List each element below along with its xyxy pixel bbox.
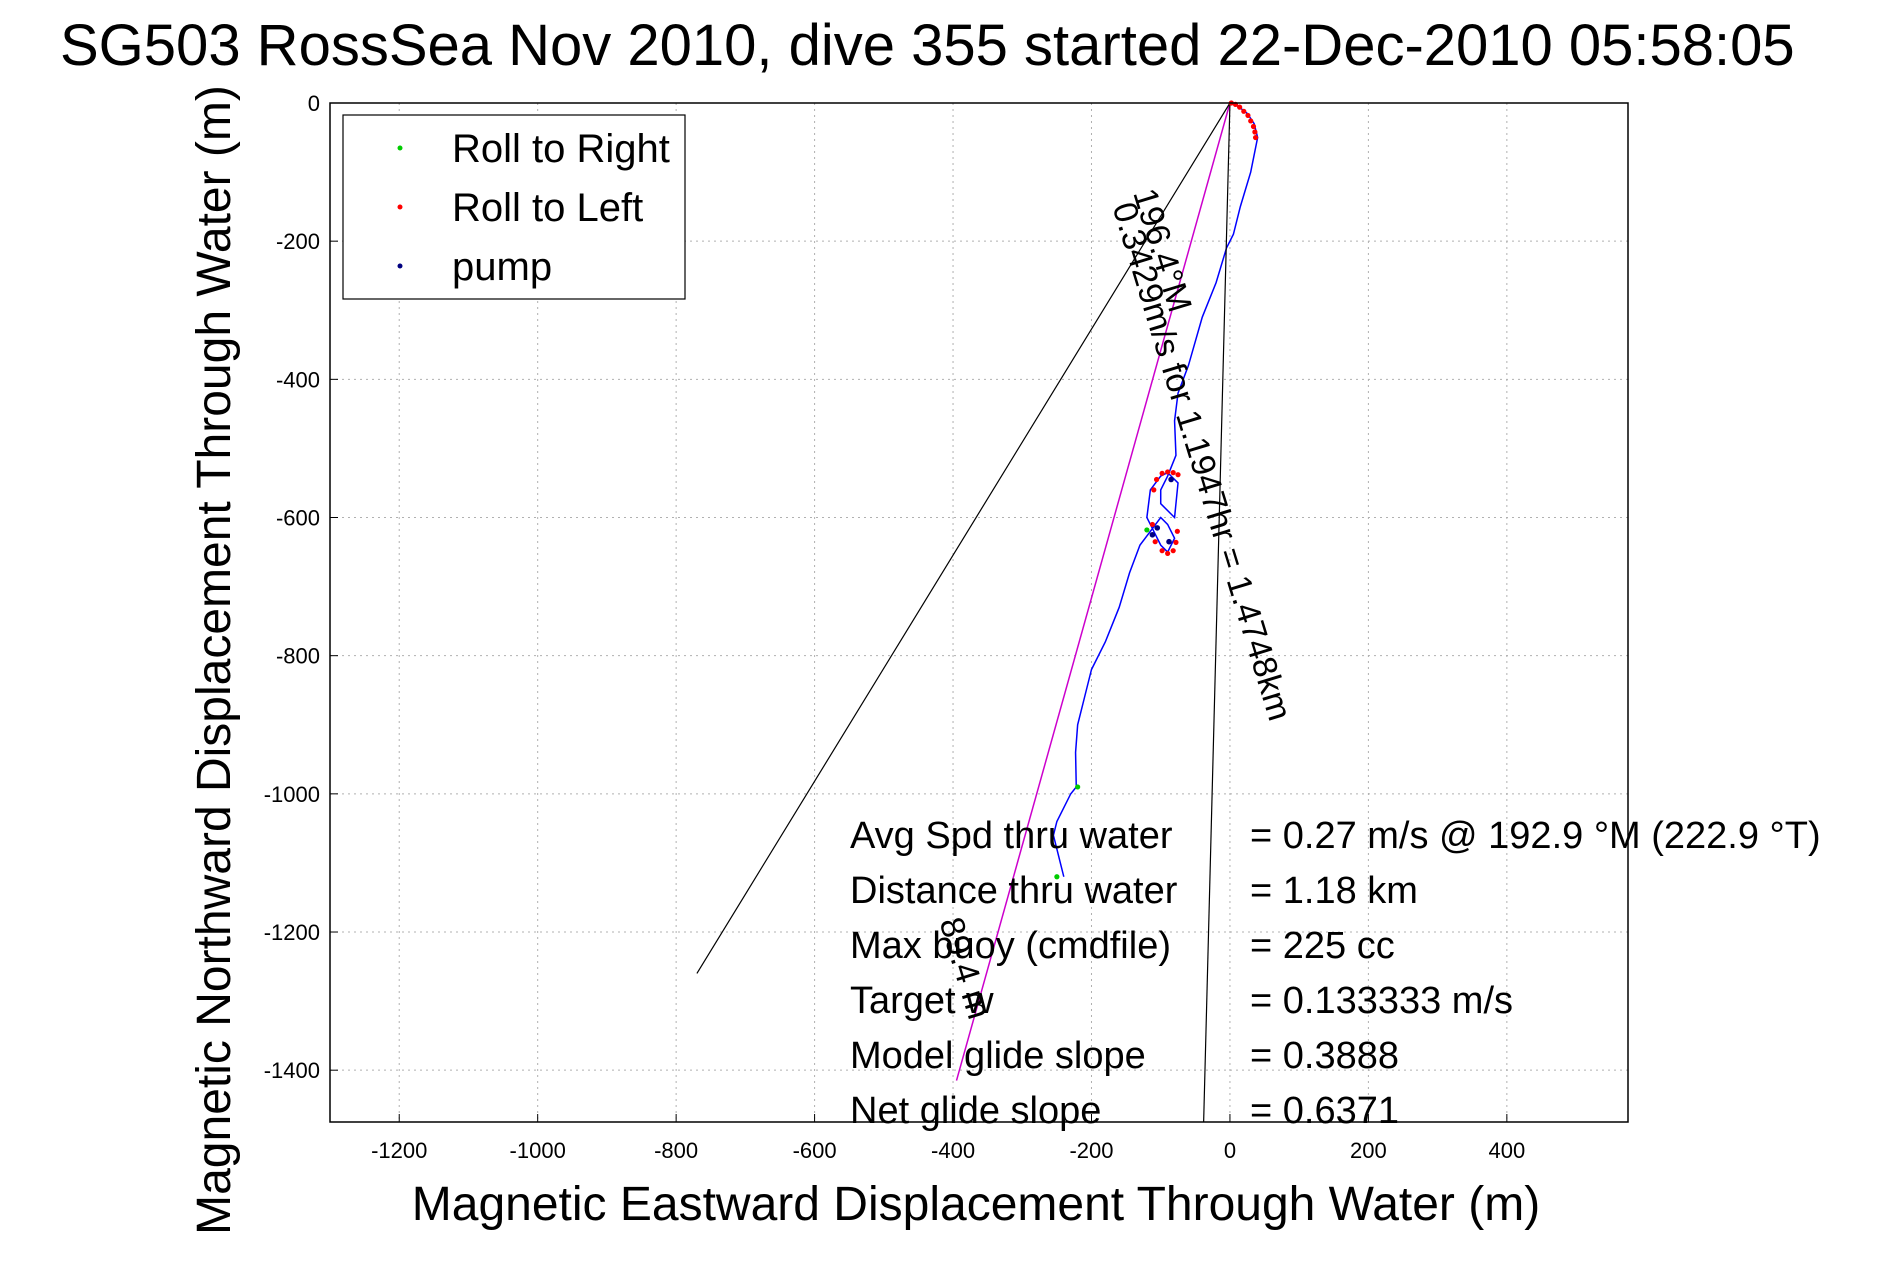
y-tick-label: -400 bbox=[276, 367, 320, 392]
roll-to-right-point bbox=[1054, 874, 1060, 880]
roll-to-left-point bbox=[1175, 472, 1181, 478]
legend: Roll to Right Roll to Left pump bbox=[342, 114, 686, 300]
x-tick-label: -800 bbox=[654, 1138, 698, 1163]
stat-value: = 0.6371 bbox=[1250, 1090, 1399, 1132]
chart-title: SG503 RossSea Nov 2010, dive 355 started… bbox=[60, 13, 1795, 78]
roll-to-left-point bbox=[1159, 548, 1165, 554]
legend-entry: Roll to Right bbox=[452, 127, 670, 171]
roll-to-left-point bbox=[1170, 470, 1176, 476]
roll-to-left-point bbox=[1252, 134, 1259, 141]
roll-to-left-point bbox=[1241, 108, 1247, 114]
series-line bbox=[955, 102, 1231, 1081]
y-tick-label: -200 bbox=[276, 229, 320, 254]
pump-point bbox=[1168, 476, 1174, 483]
roll-to-left-point bbox=[1170, 548, 1176, 554]
y-tick-label: -1000 bbox=[264, 782, 320, 807]
x-tick-label: 400 bbox=[1488, 1138, 1525, 1163]
stat-value: = 1.18 km bbox=[1250, 870, 1418, 912]
y-tick-label: -600 bbox=[276, 506, 320, 531]
roll-to-right-point bbox=[1075, 784, 1081, 790]
track-annotation: 0.3429m/s for 1.1947hr = 1.4748km bbox=[1105, 198, 1299, 725]
roll-to-left-point bbox=[1250, 123, 1257, 130]
x-tick-label: -400 bbox=[931, 1138, 975, 1163]
legend-marker bbox=[397, 145, 403, 151]
pump-point bbox=[1154, 525, 1161, 531]
x-tick-label: 0 bbox=[1224, 1138, 1236, 1163]
pump-point bbox=[1149, 531, 1156, 538]
x-tick-label: -200 bbox=[1069, 1138, 1113, 1163]
stat-label: Net glide slope bbox=[850, 1090, 1101, 1132]
roll-to-left-point bbox=[1248, 118, 1254, 124]
roll-to-left-point bbox=[1152, 539, 1158, 545]
axis-ticks: -1200 -1000 -800 -600 -400 -200 0 200 400 0 -200 -4… bbox=[264, 91, 1525, 1163]
legend-entry: Roll to Left bbox=[452, 186, 643, 230]
y-tick-label: -1400 bbox=[264, 1058, 320, 1083]
roll-to-left-point bbox=[1165, 469, 1171, 475]
roll-to-left-point bbox=[1173, 539, 1179, 545]
roll-to-left-point bbox=[1153, 476, 1160, 483]
roll-to-left-point bbox=[1149, 521, 1156, 528]
y-tick-label: -1200 bbox=[264, 920, 320, 945]
x-tick-label: -600 bbox=[793, 1138, 837, 1163]
legend-marker bbox=[397, 204, 403, 210]
stat-label: Max buoy (cmdfile) bbox=[850, 925, 1171, 967]
series-line bbox=[696, 102, 1231, 974]
series-line bbox=[1052, 102, 1259, 877]
legend-marker bbox=[397, 263, 403, 269]
stat-label: Distance thru water bbox=[850, 870, 1178, 912]
x-tick-label: -1200 bbox=[371, 1138, 427, 1163]
roll-to-left-point bbox=[1159, 470, 1165, 476]
series-line bbox=[1203, 102, 1231, 1123]
plot-data bbox=[696, 100, 1259, 1123]
dive-statistics: Avg Spd thru water = 0.27 m/s @ 192.9 °M … bbox=[850, 815, 1821, 1132]
roll-to-left-point bbox=[1151, 487, 1157, 493]
stat-value: = 0.27 m/s @ 192.9 °M (222.9 °T) bbox=[1250, 815, 1821, 857]
y-axis-label: Magnetic Northward Displacement Through … bbox=[188, 85, 241, 1235]
roll-to-left-point bbox=[1174, 528, 1180, 534]
roll-to-left-point bbox=[1237, 104, 1243, 110]
roll-to-left-point bbox=[1165, 550, 1171, 557]
x-tick-label: 200 bbox=[1350, 1138, 1387, 1163]
y-tick-label: -800 bbox=[276, 644, 320, 669]
roll-to-right-point bbox=[1144, 527, 1150, 533]
stat-value: = 225 cc bbox=[1250, 925, 1395, 967]
legend-entry: pump bbox=[452, 245, 552, 289]
roll-to-left-point bbox=[1245, 112, 1251, 119]
y-tick-label: 0 bbox=[308, 91, 320, 116]
x-axis-label: Magnetic Eastward Displacement Through W… bbox=[412, 1178, 1540, 1231]
stat-value: = 0.3888 bbox=[1250, 1035, 1399, 1077]
stat-label: Target w bbox=[850, 980, 994, 1022]
axes-box bbox=[329, 102, 1629, 1123]
x-tick-label: -1000 bbox=[510, 1138, 566, 1163]
stat-value: = 0.133333 m/s bbox=[1250, 980, 1513, 1022]
roll-to-left-point bbox=[1252, 129, 1258, 135]
pump-point bbox=[1166, 538, 1172, 545]
stat-label: Model glide slope bbox=[850, 1035, 1146, 1077]
stat-label: Avg Spd thru water bbox=[850, 815, 1173, 857]
